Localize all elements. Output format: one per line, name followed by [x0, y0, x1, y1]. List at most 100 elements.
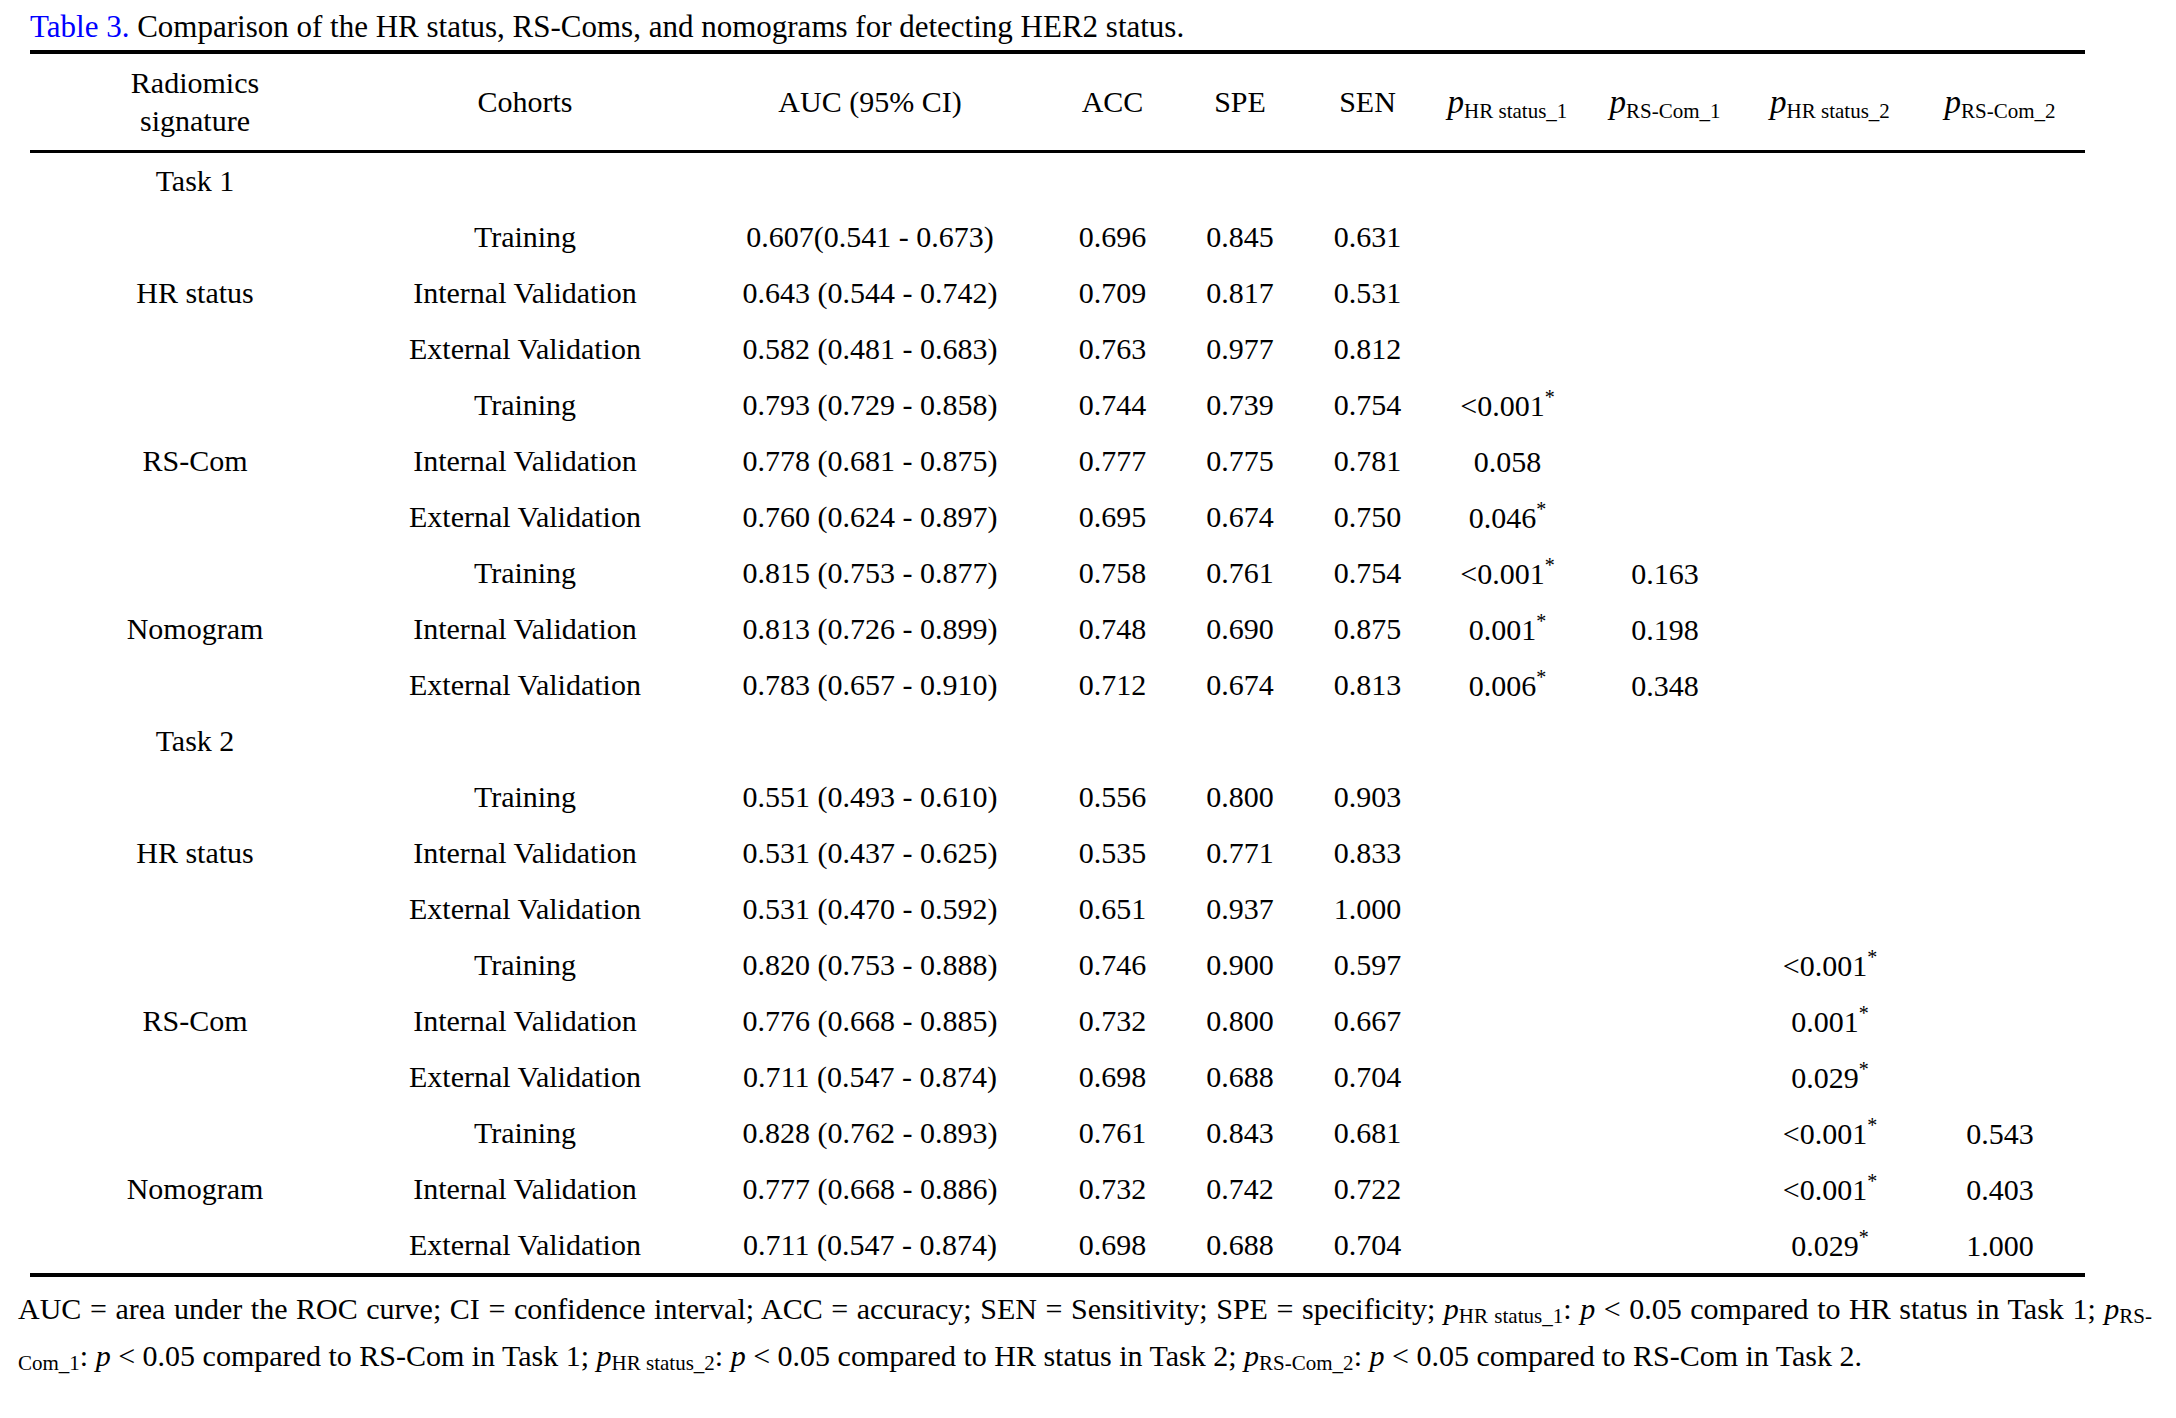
cell-spe: 0.688 — [1175, 1217, 1305, 1275]
table-row: External Validation 0.582 (0.481 - 0.683… — [30, 321, 2085, 377]
cell-cohort: External Validation — [360, 489, 690, 545]
table-row: External Validation 0.783 (0.657 - 0.910… — [30, 657, 2085, 713]
header-row: Radiomics signature Cohorts AUC (95% CI)… — [30, 52, 2085, 152]
cell-p-hr2 — [1745, 545, 1915, 601]
cell-p-rs1 — [1585, 1049, 1745, 1105]
cell-acc: 0.709 — [1050, 265, 1175, 321]
p-symbol: p — [1444, 1292, 1459, 1325]
cell-p-hr2 — [1745, 377, 1915, 433]
cell-p-rs2 — [1915, 265, 2085, 321]
table-caption-link[interactable]: Table 3. — [30, 9, 129, 44]
table-row: Training 0.828 (0.762 - 0.893) 0.761 0.8… — [30, 1105, 2085, 1161]
p-value: 0.029 — [1791, 1229, 1859, 1262]
cell-p-rs1 — [1585, 825, 1745, 881]
table-body: Task 1 Training 0.607(0.541 - 0.673) 0.6… — [30, 152, 2085, 1276]
cell-cohort: External Validation — [360, 1217, 690, 1275]
table-row: Training 0.815 (0.753 - 0.877) 0.758 0.7… — [30, 545, 2085, 601]
cell-spe: 0.761 — [1175, 545, 1305, 601]
cell-auc: 0.793 (0.729 - 0.858) — [690, 377, 1050, 433]
cell-spe: 0.800 — [1175, 993, 1305, 1049]
cell-spe: 0.674 — [1175, 489, 1305, 545]
significance-star: * — [1867, 1170, 1877, 1192]
section-label: Task 1 — [30, 152, 360, 210]
cell-spe: 0.817 — [1175, 265, 1305, 321]
cell-signature — [30, 377, 360, 433]
p-subscript: HR status_1 — [1459, 1304, 1563, 1328]
p-subscript: HR status_2 — [612, 1351, 715, 1375]
section-filler — [360, 713, 2085, 769]
table-row: Training 0.607(0.541 - 0.673) 0.696 0.84… — [30, 209, 2085, 265]
cell-p-hr1 — [1430, 825, 1585, 881]
cell-sen: 1.000 — [1305, 881, 1430, 937]
cell-acc: 0.556 — [1050, 769, 1175, 825]
cell-sen: 0.781 — [1305, 433, 1430, 489]
footnote-text: : — [80, 1339, 96, 1372]
cell-acc: 0.696 — [1050, 209, 1175, 265]
cell-auc: 0.815 (0.753 - 0.877) — [690, 545, 1050, 601]
significance-star: * — [1545, 386, 1555, 408]
cell-sen: 0.722 — [1305, 1161, 1430, 1217]
cell-spe: 0.900 — [1175, 937, 1305, 993]
cell-p-hr2: <0.001* — [1745, 1105, 1915, 1161]
cell-sen: 0.750 — [1305, 489, 1430, 545]
cell-acc: 0.698 — [1050, 1049, 1175, 1105]
cell-p-rs2: 0.543 — [1915, 1105, 2085, 1161]
cell-acc: 0.698 — [1050, 1217, 1175, 1275]
significance-star: * — [1867, 1114, 1877, 1136]
p-value: 0.198 — [1631, 613, 1699, 646]
p-symbol: p — [1244, 1339, 1259, 1372]
table-row: External Validation 0.531 (0.470 - 0.592… — [30, 881, 2085, 937]
cell-cohort: Internal Validation — [360, 265, 690, 321]
table-row: Nomogram Internal Validation 0.813 (0.72… — [30, 601, 2085, 657]
cell-cohort: Training — [360, 545, 690, 601]
cell-spe: 0.771 — [1175, 825, 1305, 881]
cell-sen: 0.667 — [1305, 993, 1430, 1049]
cell-p-rs1 — [1585, 881, 1745, 937]
table-header: Radiomics signature Cohorts AUC (95% CI)… — [30, 52, 2085, 152]
cell-sen: 0.903 — [1305, 769, 1430, 825]
cell-p-rs1 — [1585, 1217, 1745, 1275]
cell-p-rs1 — [1585, 769, 1745, 825]
col-header-p-rs-com-1: pRS-Com_1 — [1585, 52, 1745, 152]
cell-cohort: External Validation — [360, 881, 690, 937]
cell-signature: Nomogram — [30, 1161, 360, 1217]
cell-p-hr1: 0.058 — [1430, 433, 1585, 489]
p-symbol: p — [1609, 84, 1626, 120]
cell-cohort: Training — [360, 209, 690, 265]
results-table: Radiomics signature Cohorts AUC (95% CI)… — [30, 50, 2085, 1277]
p-value: 0.058 — [1474, 445, 1542, 478]
cell-p-rs2 — [1915, 489, 2085, 545]
p-value: 0.046 — [1469, 501, 1537, 534]
p-value: 0.029 — [1791, 1061, 1859, 1094]
cell-p-rs2 — [1915, 601, 2085, 657]
cell-signature — [30, 321, 360, 377]
table-row: External Validation 0.711 (0.547 - 0.874… — [30, 1217, 2085, 1275]
col-header-radiomics-signature: Radiomics signature — [30, 52, 360, 152]
cell-p-rs1 — [1585, 993, 1745, 1049]
cell-cohort: External Validation — [360, 657, 690, 713]
cell-p-rs1: 0.198 — [1585, 601, 1745, 657]
p-value: 0.543 — [1966, 1117, 2034, 1150]
cell-p-rs2 — [1915, 321, 2085, 377]
cell-acc: 0.744 — [1050, 377, 1175, 433]
cell-spe: 0.739 — [1175, 377, 1305, 433]
cell-p-hr1: 0.006* — [1430, 657, 1585, 713]
section-row-task-2: Task 2 — [30, 713, 2085, 769]
table-row: External Validation 0.760 (0.624 - 0.897… — [30, 489, 2085, 545]
significance-star: * — [1545, 554, 1555, 576]
p-value: <0.001 — [1783, 1173, 1867, 1206]
p-subscript: HR status_2 — [1787, 99, 1890, 123]
cell-cohort: Training — [360, 377, 690, 433]
footnote-text: < 0.05 compared to HR status in Task 1; — [1595, 1292, 2104, 1325]
cell-p-hr1 — [1430, 1105, 1585, 1161]
cell-p-hr1 — [1430, 881, 1585, 937]
cell-p-rs2 — [1915, 937, 2085, 993]
cell-p-hr2: 0.029* — [1745, 1049, 1915, 1105]
cell-signature — [30, 937, 360, 993]
cell-signature: HR status — [30, 265, 360, 321]
cell-auc: 0.711 (0.547 - 0.874) — [690, 1217, 1050, 1275]
cell-acc: 0.746 — [1050, 937, 1175, 993]
cell-p-rs2 — [1915, 657, 2085, 713]
cell-acc: 0.763 — [1050, 321, 1175, 377]
cell-p-rs2 — [1915, 825, 2085, 881]
